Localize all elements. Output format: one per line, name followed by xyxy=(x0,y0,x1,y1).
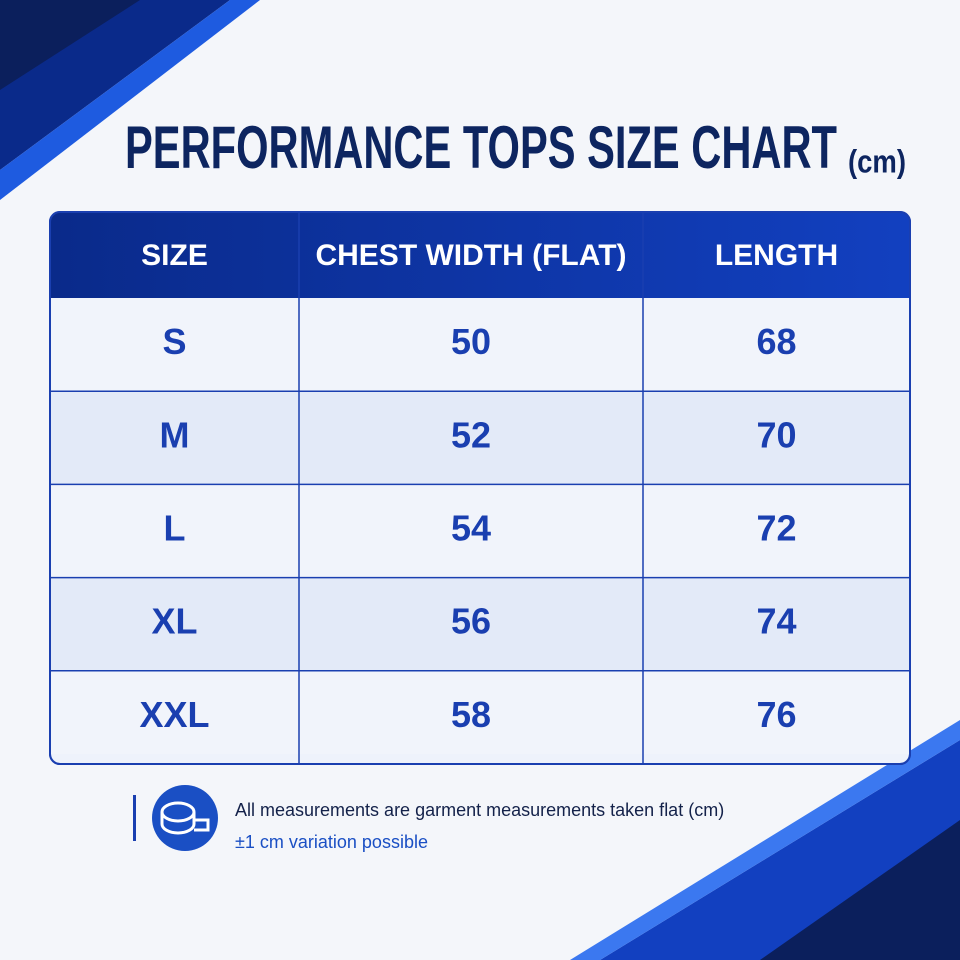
footer-note: All measurements are garment measurement… xyxy=(133,785,724,852)
row-background xyxy=(51,484,909,578)
table: SIZE CHEST WIDTH (FLAT) LENGTH S 50 68 M 52 70 L 5… xyxy=(49,211,911,765)
size-label: M xyxy=(160,414,190,455)
column-header: SIZE xyxy=(141,239,208,272)
cell-value: 76 xyxy=(756,694,796,735)
size-label: L xyxy=(164,508,186,549)
row-background xyxy=(51,670,909,754)
table-border xyxy=(49,211,911,765)
unit: (cm) xyxy=(848,143,906,179)
row-background xyxy=(51,391,909,485)
cell-value: 58 xyxy=(451,694,491,735)
size-label: S xyxy=(162,321,186,362)
column-header: CHEST WIDTH (FLAT) xyxy=(315,239,626,272)
cell-value: 70 xyxy=(756,414,796,455)
cell-value: 54 xyxy=(451,508,491,549)
cell-value: 68 xyxy=(756,321,796,362)
cell-value: 50 xyxy=(451,321,491,362)
row-background xyxy=(51,298,909,392)
size-label: XXL xyxy=(139,694,209,735)
cell-value: 52 xyxy=(451,414,491,455)
column-header: LENGTH xyxy=(715,239,838,272)
cell-value: 74 xyxy=(756,601,796,642)
header-background xyxy=(50,212,910,298)
note-variation: ±1 cm variation possible xyxy=(235,832,428,852)
note: All measurements are garment measurement… xyxy=(235,800,724,820)
cell-value: 72 xyxy=(756,508,796,549)
size-label: XL xyxy=(151,601,197,642)
cell-value: 56 xyxy=(451,601,491,642)
row-background xyxy=(51,577,909,671)
title: PERFORMANCE TOPS SIZE CHART xyxy=(125,114,837,181)
